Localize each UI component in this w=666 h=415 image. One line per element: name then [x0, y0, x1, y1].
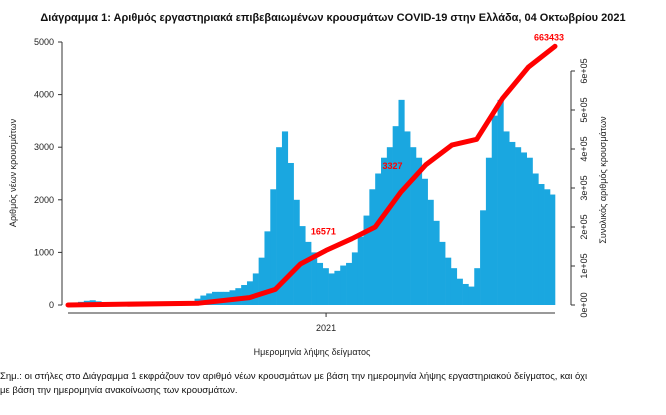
bar [328, 273, 335, 305]
bar [346, 262, 353, 305]
bar [281, 131, 289, 305]
bar [316, 262, 324, 305]
bar [433, 220, 440, 305]
bar [340, 265, 347, 305]
bar [398, 99, 405, 305]
chart-title: Διάγραμμα 1: Αριθμός εργαστηριακά επιβεβ… [40, 12, 626, 24]
bar [497, 99, 504, 305]
bar [264, 231, 271, 305]
bar [276, 147, 283, 305]
bar [550, 194, 556, 305]
y2-tick-label: 3e+05 [579, 175, 589, 200]
bar [334, 270, 341, 305]
y-axis-label: Αριθμός νέων κρουσμάτων [8, 118, 18, 227]
bar [322, 268, 329, 305]
bar [421, 178, 428, 305]
bar [526, 157, 533, 305]
bar [392, 126, 399, 305]
bar [241, 285, 248, 305]
footnote-line-1: Σημ.: οι στήλες στο Διάγραμμα 1 εκφράζου… [0, 371, 588, 382]
bar [386, 147, 393, 305]
bar [439, 241, 446, 305]
footnote-line-2: με βάση την ημερομηνία ανακοίνωσης των κ… [0, 385, 238, 396]
y2-tick-label: 6e+05 [579, 58, 589, 83]
bar [375, 173, 382, 305]
bar [305, 241, 312, 305]
y-tick-label: 5000 [34, 37, 54, 47]
bar [427, 199, 434, 305]
footnote: Σημ.: οι στήλες στο Διάγραμμα 1 εκφράζου… [0, 370, 666, 398]
bar [544, 189, 551, 305]
bar [532, 173, 539, 305]
y2-tick-label: 4e+05 [579, 136, 589, 161]
bar [404, 131, 411, 305]
bar [311, 252, 318, 305]
y2-axis-label: Συνολικός αριθμός κρουσμάτων [598, 116, 608, 244]
bar [369, 189, 376, 305]
bar [212, 291, 219, 305]
bar [515, 147, 522, 305]
bar [474, 268, 481, 305]
bar [415, 157, 423, 305]
bar [468, 286, 475, 305]
y-tick-label: 2000 [34, 195, 54, 205]
y2-tick-label: 1e+05 [579, 253, 589, 278]
bar [503, 131, 510, 305]
bar [357, 236, 364, 305]
y-tick-label: 1000 [34, 247, 54, 257]
chart: 16571 3327 663433 0 1000 2000 3000 4000 5000 0e+… [8, 32, 608, 357]
bar [293, 199, 300, 305]
y-tick-label: 3000 [34, 142, 54, 152]
cumulative-annotation: 663433 [534, 32, 564, 42]
x-axis-label: Ημερομηνία λήψης δείγματος [254, 347, 371, 357]
y-tick-label: 4000 [34, 90, 54, 100]
bar [381, 157, 388, 305]
x-tick-label: 2021 [316, 323, 336, 333]
bar [456, 278, 463, 305]
bar [491, 115, 498, 305]
y-tick-label: 0 [49, 300, 54, 310]
bar [450, 268, 458, 305]
bar [485, 157, 493, 305]
y2-tick-label: 5e+05 [579, 97, 589, 122]
bar [258, 257, 265, 305]
cumulative-annotation: 16571 [311, 226, 336, 236]
bar [252, 273, 259, 305]
cumulative-annotation: 3327 [382, 161, 402, 171]
y2-tick-label: 0e+00 [579, 292, 589, 317]
bar [351, 252, 359, 305]
bar [445, 257, 452, 305]
y2-tick-label: 2e+05 [579, 214, 589, 239]
bar [206, 293, 213, 305]
bar [462, 283, 469, 305]
bar [246, 281, 254, 305]
bar [480, 210, 487, 305]
cumulative-line [65, 43, 558, 308]
bar [270, 189, 277, 305]
bar [520, 152, 527, 305]
bar [410, 147, 417, 305]
bar [509, 141, 516, 305]
bar [363, 215, 370, 305]
bar [538, 184, 545, 305]
bar [287, 162, 294, 305]
